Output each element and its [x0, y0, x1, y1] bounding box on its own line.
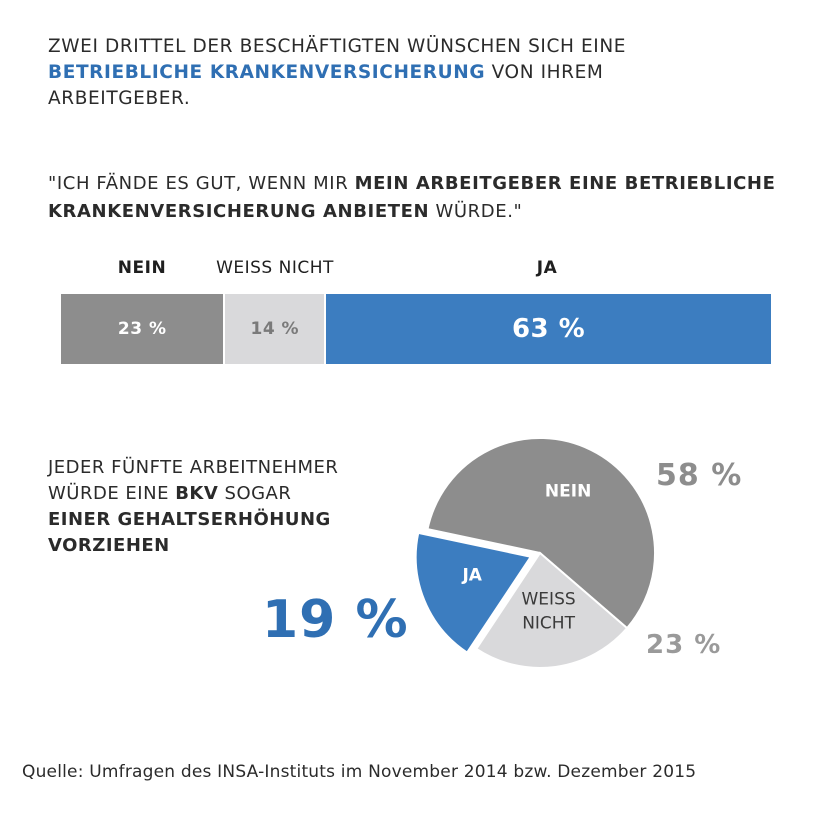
pie-intro-line2a: WÜRDE EINE: [48, 483, 176, 504]
quote-part2: WÜRDE.": [429, 201, 523, 222]
pie-label-nein: NEIN: [545, 481, 591, 501]
pie-intro: JEDER FÜNFTE ARBEITNEHMER WÜRDE EINE BKV…: [48, 455, 388, 559]
pie-value-ja: 19 %: [262, 590, 409, 650]
pie-slice-nein: [426, 437, 656, 630]
stacked-bar: 23 % 14 % 63 %: [61, 294, 771, 364]
quote-bold: MEIN ARBEITGEBER EINE BETRIEBLICHE KRANK…: [48, 173, 776, 222]
bar-segment-ja: 63 %: [326, 294, 771, 364]
bar-segment-nein: 23 %: [61, 294, 226, 364]
headline: ZWEI DRITTEL DER BESCHÄFTIGTEN WÜNSCHEN …: [48, 34, 748, 112]
pie-intro-bold: EINER GEHALTSERHÖHUNG VORZIEHEN: [48, 509, 331, 556]
pie-value-nein: 58 %: [656, 458, 743, 493]
bar-label-nein: NEIN: [117, 258, 167, 278]
source-note: Quelle: Umfragen des INSA-Instituts im N…: [22, 762, 697, 782]
pie-label-weiss: WEISS NICHT: [522, 590, 576, 634]
quote-part1: "ICH FÄNDE ES GUT, WENN MIR: [48, 173, 355, 194]
bar-segment-weiss: 14 %: [225, 294, 327, 364]
bar-label-weiss: WEISS NICHT: [216, 258, 334, 278]
headline-line1: ZWEI DRITTEL DER BESCHÄFTIGTEN WÜNSCHEN …: [48, 36, 627, 57]
pie-label-ja: JA: [461, 566, 482, 586]
pie-value-weiss: 23 %: [646, 630, 722, 660]
pie-intro-bkv: BKV: [175, 483, 219, 504]
pie-slice-ja: [414, 531, 533, 654]
pie-slice-weiss: [474, 551, 629, 669]
bar-label-ja: JA: [536, 258, 558, 278]
pie-chart: NEIN WEISS NICHT JA: [414, 437, 656, 669]
headline-highlight: BETRIEBLICHE KRANKENVERSICHERUNG: [48, 62, 486, 83]
headline-rest: VON IHREM ARBEITGEBER.: [48, 62, 604, 109]
survey-quote: "ICH FÄNDE ES GUT, WENN MIR MEIN ARBEITG…: [48, 170, 788, 226]
pie-intro-line1: JEDER FÜNFTE ARBEITNEHMER: [48, 457, 339, 478]
pie-intro-line2c: SOGAR: [218, 483, 292, 504]
